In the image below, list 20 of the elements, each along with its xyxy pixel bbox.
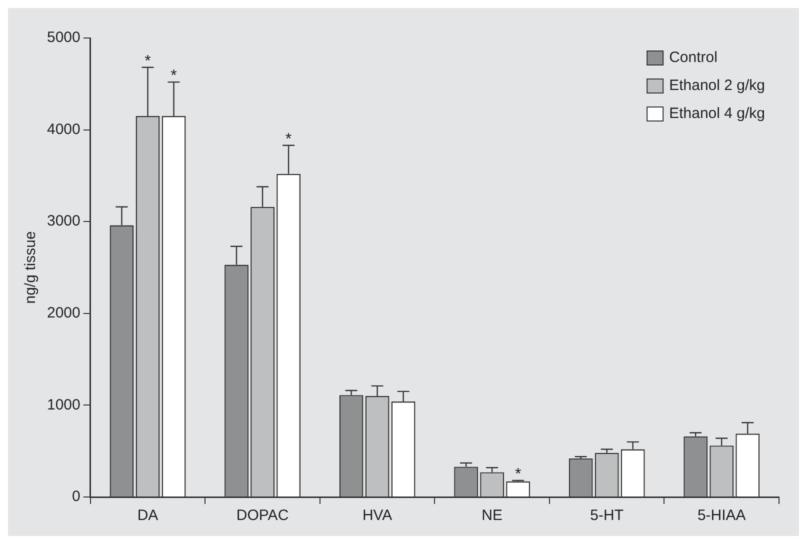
y-tick-label: 4000 [46, 120, 80, 138]
x-tick-label: DOPAC [236, 507, 289, 524]
x-tick-label: 5-HT [590, 507, 624, 524]
y-tick-label: 2000 [46, 304, 80, 322]
y-axis-title: ng/g tissue [22, 231, 40, 304]
x-tick-label: HVA [362, 507, 392, 524]
y-tick-label: 1000 [46, 396, 80, 414]
y-tick-label: 5000 [46, 29, 80, 46]
annotation: * [285, 130, 292, 148]
y-tick-label: 3000 [46, 212, 80, 230]
annotation: * [170, 67, 177, 84]
legend-label: Ethanol 2 g/kg [669, 77, 766, 94]
y-tick-label: 0 [72, 488, 80, 506]
legend-label: Control [669, 49, 718, 66]
legend-label: Ethanol 4 g/kg [669, 105, 766, 122]
x-tick-label: DA [137, 507, 158, 524]
x-tick-label: NE [482, 507, 502, 524]
annotation: * [514, 466, 522, 483]
annotation: * [144, 52, 151, 70]
x-tick-label: 5-HIAA [697, 507, 746, 524]
